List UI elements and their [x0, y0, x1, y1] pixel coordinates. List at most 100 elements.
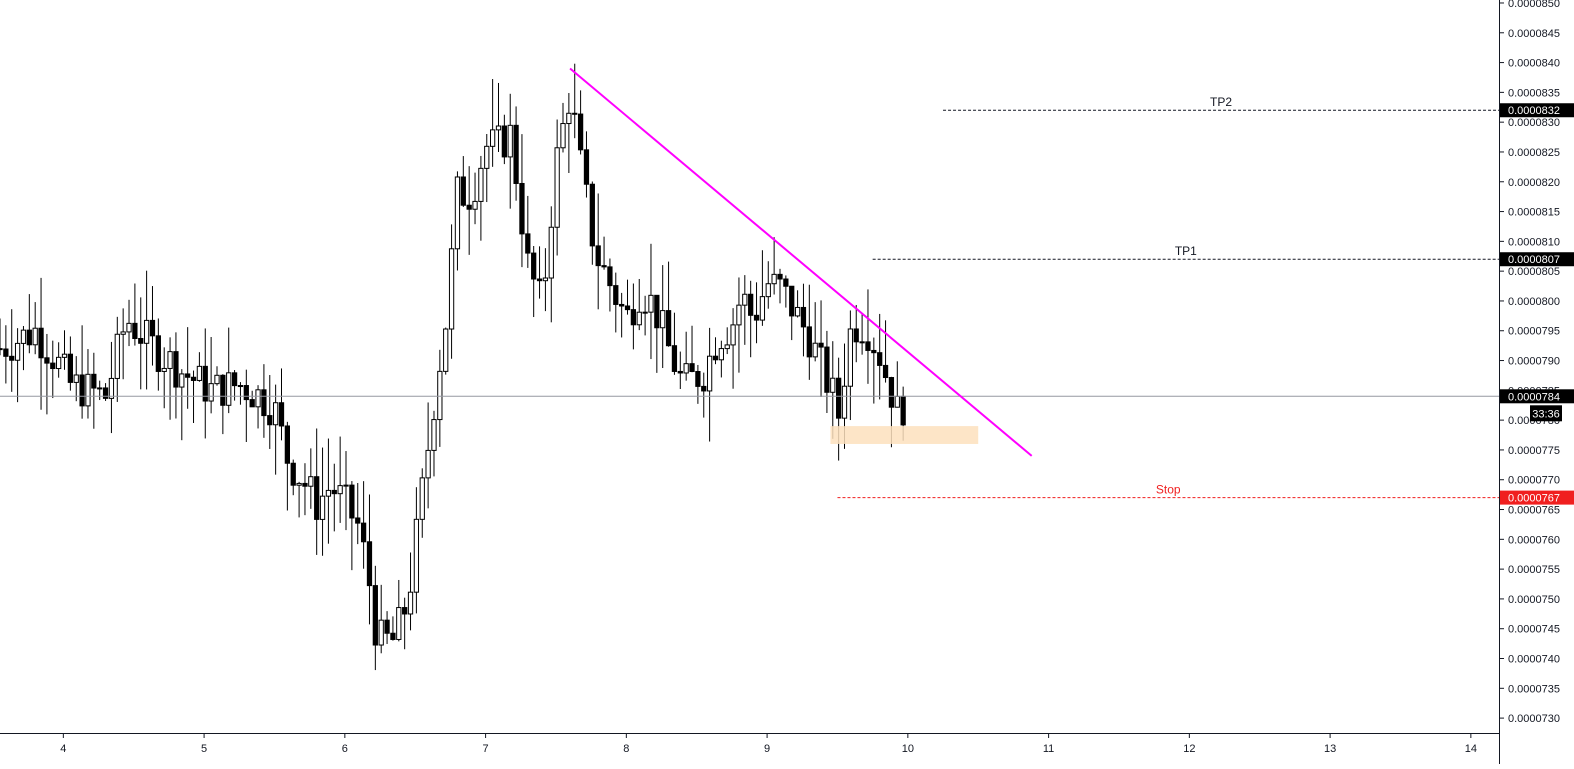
candle-body-up — [325, 489, 332, 497]
candle-body-down — [695, 371, 701, 387]
candle — [114, 316, 120, 402]
candle-body-down — [865, 341, 871, 351]
candle — [777, 268, 783, 304]
candle-body-up — [32, 327, 38, 346]
candle-body-up — [706, 355, 713, 392]
candle-body-up — [489, 129, 496, 147]
price-tick-label: 0.0000730 — [1508, 713, 1560, 725]
candle — [155, 318, 161, 391]
candle — [484, 134, 490, 203]
time-tick-label: 9 — [764, 743, 770, 755]
candle — [712, 337, 719, 365]
candle — [384, 611, 390, 644]
time-tick-label: 12 — [1183, 743, 1195, 755]
candle — [671, 312, 678, 375]
candle — [91, 352, 97, 429]
candle-body-up — [378, 619, 384, 646]
candle-body-down — [572, 112, 578, 115]
candle-body-up — [642, 311, 648, 314]
candle — [566, 93, 572, 174]
candle-body-up — [108, 377, 115, 399]
candle — [794, 290, 801, 318]
candle — [542, 248, 549, 312]
candle-body-up — [413, 518, 420, 593]
candle-body-down — [460, 176, 466, 206]
candle — [554, 119, 560, 256]
candle-body-down — [677, 370, 683, 374]
price-tick-label: 0.0000800 — [1508, 296, 1560, 308]
candle — [267, 375, 273, 449]
candle-body-down — [302, 482, 308, 487]
candle — [149, 286, 156, 366]
candle-body-up — [273, 402, 279, 426]
price-tick-label: 0.0000735 — [1508, 683, 1560, 695]
candle — [706, 327, 713, 442]
candle — [583, 131, 590, 198]
candle-body-up — [97, 387, 103, 390]
price-tick-label: 0.0000745 — [1508, 624, 1560, 636]
candle — [531, 246, 537, 318]
candle — [396, 579, 402, 642]
candle-body-down — [748, 293, 754, 316]
candle — [231, 370, 238, 401]
candle-body-down — [800, 306, 807, 328]
time-tick-label: 5 — [201, 743, 207, 755]
level-label-tp1: TP1 — [1175, 244, 1197, 258]
candle-body-up — [143, 319, 150, 344]
candle — [800, 283, 807, 357]
candle — [185, 327, 191, 409]
candle — [519, 134, 525, 268]
candle — [853, 304, 859, 363]
price-tick-label: 0.0000750 — [1508, 594, 1560, 606]
candle-body-up — [765, 283, 771, 298]
candle-body-down — [689, 363, 695, 373]
candle — [871, 337, 877, 404]
candle-body-down — [619, 303, 625, 307]
candle — [577, 90, 584, 155]
price-badge-tp2-bg — [1500, 103, 1574, 118]
candle-body-down — [249, 399, 255, 408]
candle-body-down — [882, 364, 889, 379]
candle — [572, 63, 578, 139]
candle — [196, 352, 203, 382]
candle-body-up — [167, 351, 173, 369]
candle-body-down — [783, 278, 789, 287]
candle — [419, 468, 425, 538]
candle — [859, 313, 865, 355]
last-price-badge-text: 0.0000784 — [1508, 391, 1560, 403]
candle-body-up — [120, 331, 126, 335]
candle-body-down — [671, 345, 678, 372]
candle-body-down — [583, 149, 590, 185]
candle — [390, 616, 396, 641]
candle-body-down — [173, 351, 179, 388]
candle — [407, 552, 414, 631]
candle — [143, 270, 150, 390]
candle — [167, 337, 173, 420]
candle — [847, 310, 854, 421]
candle — [202, 328, 208, 439]
candle — [695, 364, 701, 404]
candle-body-down — [278, 402, 285, 427]
price-tick-label: 0.0000775 — [1508, 445, 1560, 457]
candle-body-down — [284, 425, 290, 464]
candle-body-down — [525, 233, 531, 254]
candle — [73, 356, 79, 402]
candle-body-up — [478, 167, 484, 202]
candle-body-up — [237, 385, 244, 388]
price-tick-label: 0.0000795 — [1508, 326, 1560, 338]
candle-body-down — [630, 309, 637, 326]
candle — [619, 292, 625, 338]
candle — [138, 297, 144, 390]
candle-body-down — [601, 265, 607, 268]
candle-body-down — [836, 377, 842, 419]
candle-body-down — [349, 484, 355, 519]
candle-body-up — [484, 145, 490, 169]
candle — [753, 282, 760, 344]
candle — [525, 195, 531, 268]
candle-body-up — [454, 176, 461, 250]
candle-body-up — [296, 482, 302, 486]
candle — [683, 331, 689, 381]
candle — [601, 236, 607, 270]
